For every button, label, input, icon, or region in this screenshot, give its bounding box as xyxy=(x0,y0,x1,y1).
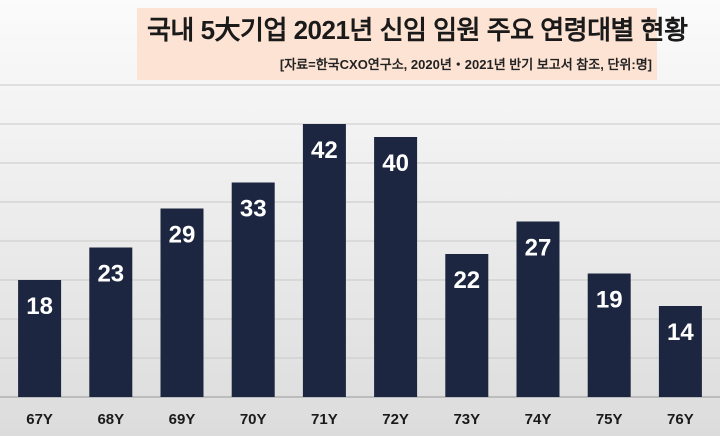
value-label-67Y: 18 xyxy=(26,293,53,320)
bar-68Y xyxy=(89,247,133,397)
tick-label-70Y: 70Y xyxy=(240,411,267,428)
tick-label-67Y: 67Y xyxy=(26,411,53,428)
value-label-73Y: 22 xyxy=(453,267,480,294)
tick-label-69Y: 69Y xyxy=(169,411,196,428)
tick-label-74Y: 74Y xyxy=(525,411,552,428)
tick-label-68Y: 68Y xyxy=(97,411,124,428)
tick-label-76Y: 76Y xyxy=(667,411,694,428)
bar-70Y xyxy=(231,182,275,397)
title-box xyxy=(137,8,657,80)
tick-label-71Y: 71Y xyxy=(311,411,338,428)
x-axis-ticks: 67Y 68Y 69Y 70Y 71Y 72Y 73Y 74Y 75Y 76Y xyxy=(26,411,694,428)
bar-73Y xyxy=(445,254,489,397)
bar-67Y xyxy=(18,280,62,397)
value-label-69Y: 29 xyxy=(169,222,196,249)
chart-title: 국내 5大기업 2021년 신임 임원 주요 연령대별 현황 xyxy=(147,15,688,45)
bar-76Y xyxy=(658,306,702,397)
value-label-71Y: 42 xyxy=(311,137,338,164)
bar-75Y xyxy=(587,273,631,397)
bar-72Y xyxy=(374,137,418,397)
value-label-76Y: 14 xyxy=(667,319,694,346)
bar-69Y xyxy=(160,208,204,397)
value-label-75Y: 19 xyxy=(596,287,623,314)
chart-subtitle: [자료=한국CXO연구소, 2020년・2021년 반기 보고서 참조, 단위:… xyxy=(279,57,652,72)
value-label-72Y: 40 xyxy=(382,150,409,177)
bar-71Y xyxy=(302,124,346,397)
value-label-74Y: 27 xyxy=(525,235,552,262)
value-label-70Y: 33 xyxy=(240,196,267,223)
value-labels: 18 23 29 33 42 40 22 27 19 14 xyxy=(26,137,694,346)
bar-74Y xyxy=(516,221,560,397)
tick-label-73Y: 73Y xyxy=(453,411,480,428)
value-label-68Y: 23 xyxy=(97,261,124,288)
bars xyxy=(18,124,702,397)
tick-label-72Y: 72Y xyxy=(382,411,409,428)
tick-label-75Y: 75Y xyxy=(596,411,623,428)
